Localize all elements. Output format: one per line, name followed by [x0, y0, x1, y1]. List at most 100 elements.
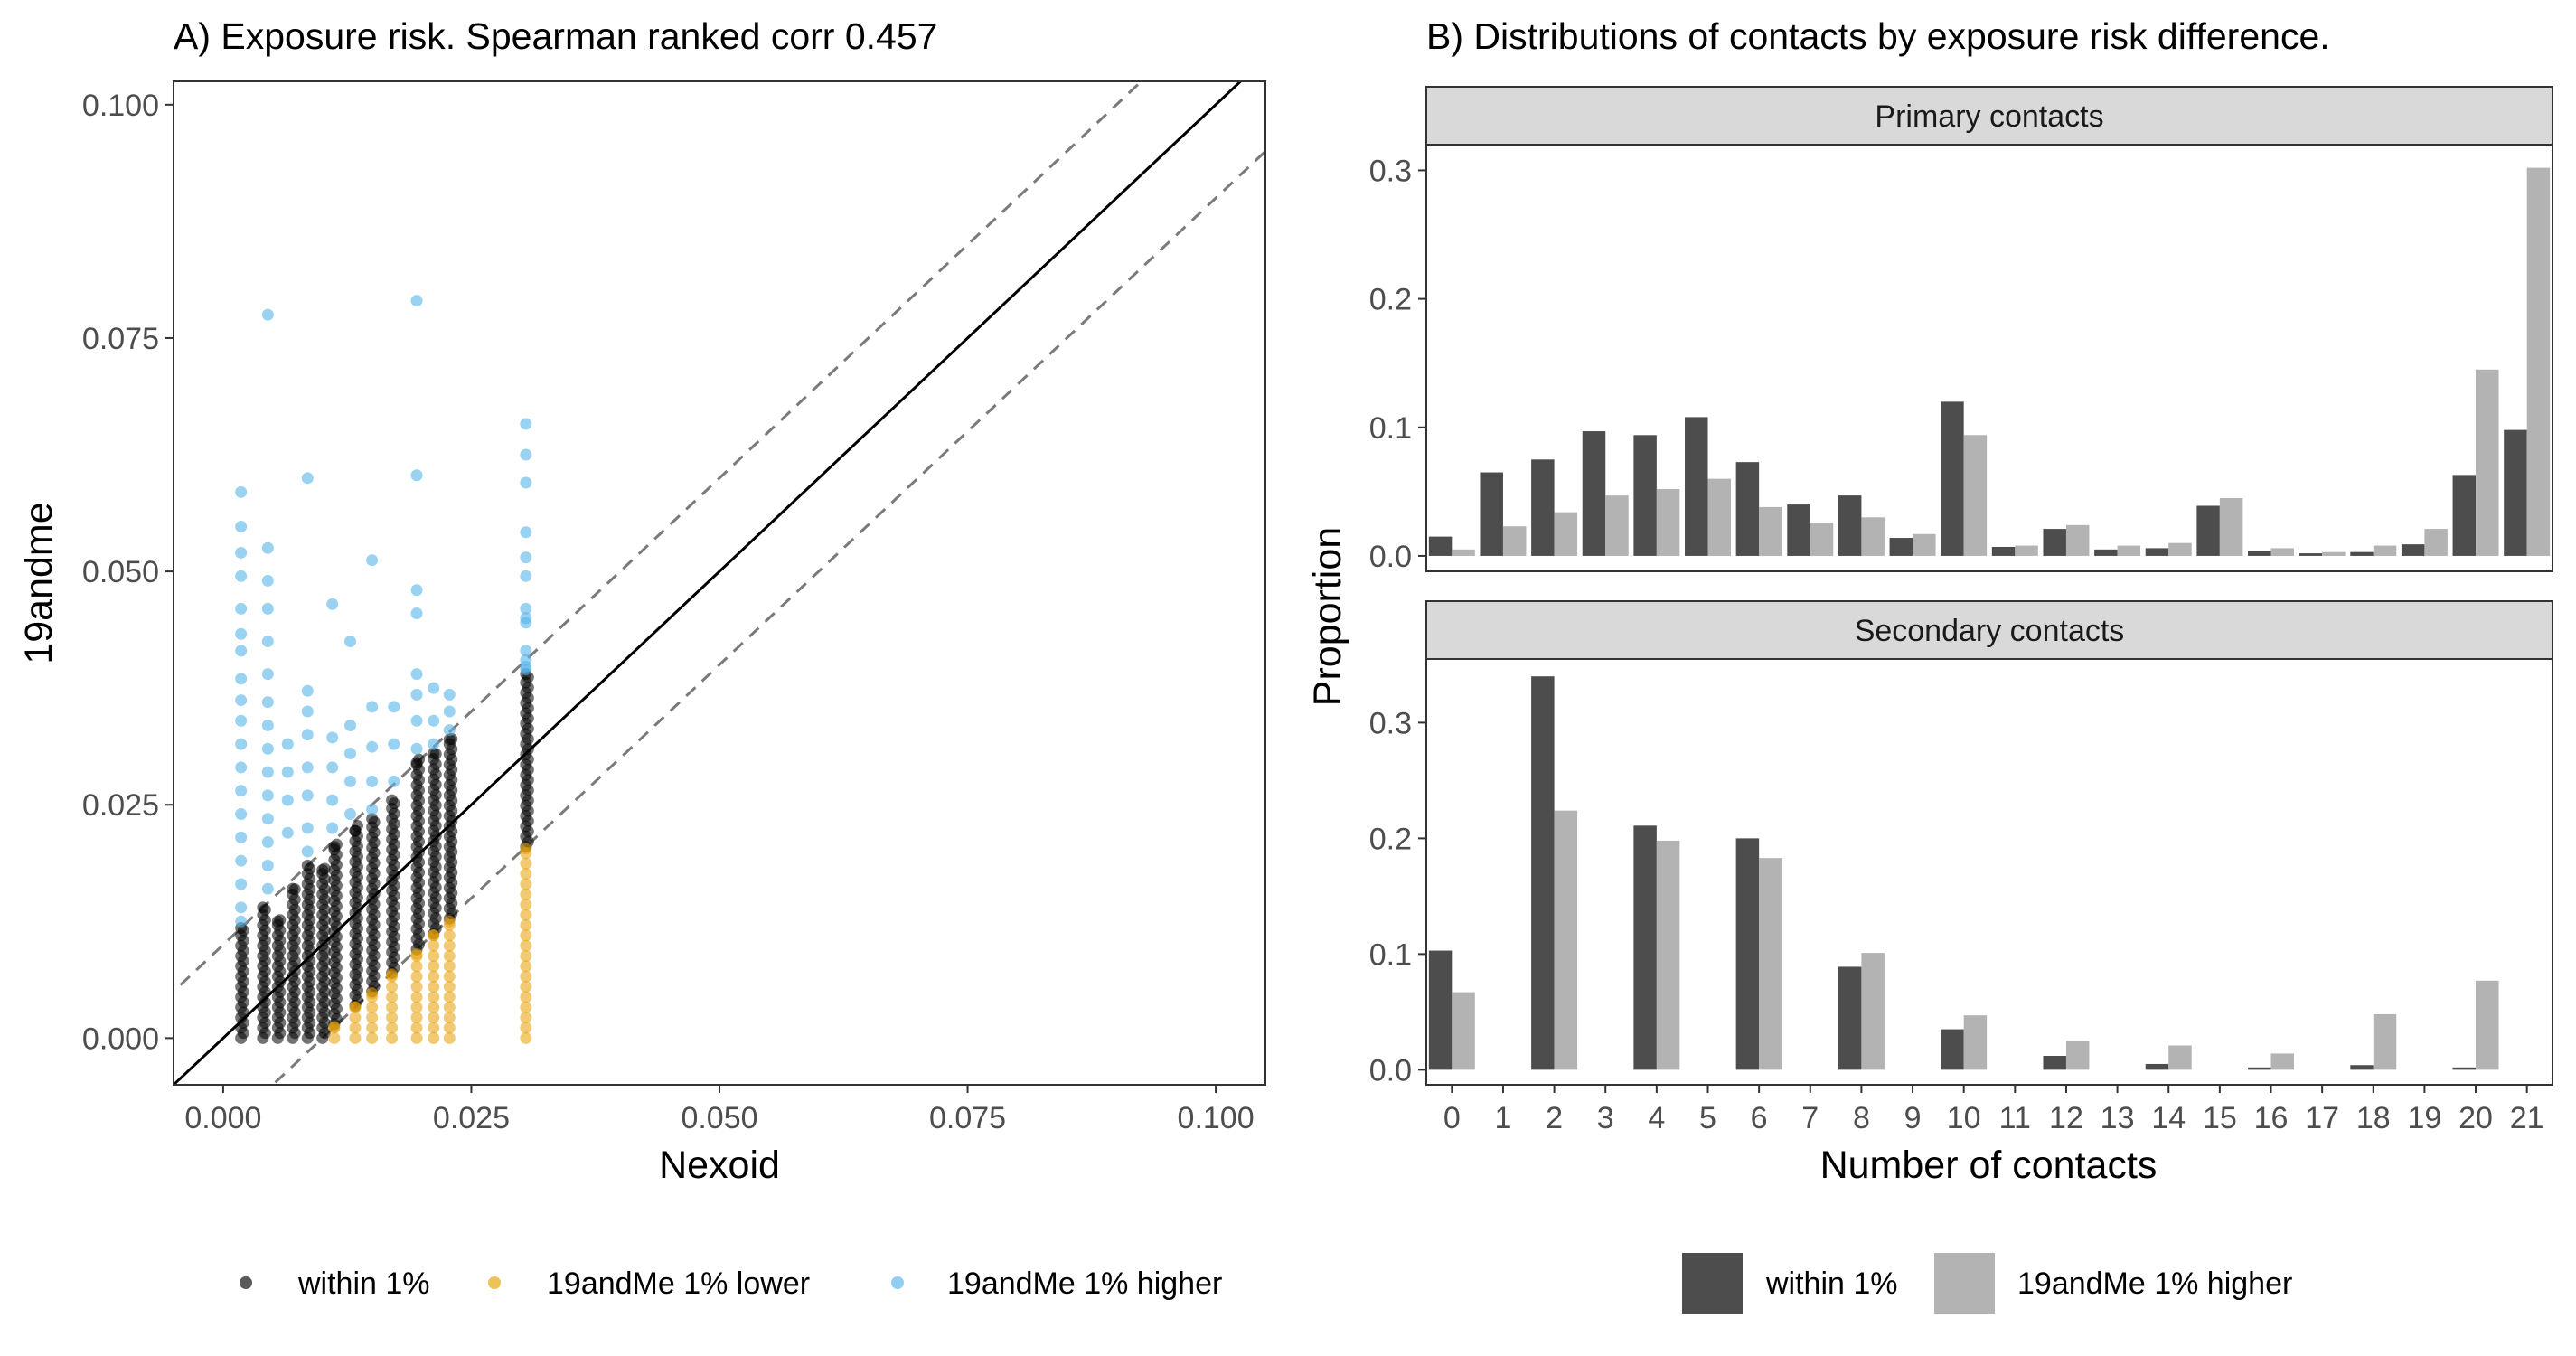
data-point: [443, 724, 456, 737]
data-point: [520, 664, 532, 676]
data-point: [301, 472, 314, 485]
legend-key: [891, 1276, 904, 1289]
data-point: [235, 645, 248, 657]
data-point: [301, 845, 314, 858]
data-point: [428, 1001, 440, 1013]
x-tick-label: 0.000: [184, 1101, 261, 1135]
bar: [2504, 429, 2527, 556]
data-point: [281, 794, 294, 806]
data-point: [366, 554, 379, 567]
bar: [2401, 544, 2425, 556]
data-point: [443, 915, 456, 928]
bar: [1452, 549, 1475, 556]
bar: [2526, 167, 2551, 556]
identity-line: [174, 81, 1243, 1085]
data-point: [520, 617, 532, 629]
data-point: [520, 991, 532, 1003]
data-point: [388, 738, 400, 750]
bars: [1428, 676, 2499, 1070]
data-point: [443, 733, 456, 746]
data-point: [301, 859, 314, 871]
data-point: [301, 729, 314, 741]
data-point: [261, 882, 274, 895]
data-point: [520, 878, 532, 890]
data-point: [428, 991, 440, 1003]
data-point: [443, 939, 456, 952]
x-tick-label: 1: [1494, 1101, 1511, 1135]
data-point: [520, 960, 532, 973]
data-point: [343, 636, 356, 648]
data-point: [349, 1012, 362, 1024]
data-point: [520, 418, 532, 430]
bar: [1480, 472, 1503, 556]
y-tick-label: 0.3: [1369, 706, 1412, 740]
bar: [1685, 417, 1708, 556]
data-point: [366, 803, 379, 815]
x-tick-label: 18: [2356, 1101, 2391, 1135]
data-point: [261, 696, 274, 709]
data-point: [520, 476, 532, 489]
bar: [2373, 545, 2397, 556]
x-tick-label: 8: [1853, 1101, 1870, 1135]
x-tick-label: 0.050: [681, 1101, 757, 1135]
data-point: [261, 636, 274, 648]
facet-border: [1425, 658, 2553, 1086]
data-point: [428, 929, 440, 942]
data-point: [349, 1031, 362, 1044]
data-point: [410, 688, 423, 701]
data-point: [326, 598, 339, 610]
y-tick-label: 0.0: [1369, 540, 1412, 574]
data-point: [443, 981, 456, 993]
data-point: [410, 970, 423, 983]
data-point: [443, 991, 456, 1003]
x-tick-label: 0.100: [1178, 1101, 1255, 1135]
x-tick-label: 17: [2305, 1101, 2339, 1135]
data-point: [410, 742, 423, 755]
data-point: [257, 901, 269, 914]
data-point: [261, 668, 274, 681]
data-point: [520, 448, 532, 461]
data-point: [316, 864, 329, 877]
data-point: [428, 950, 440, 963]
data-point: [386, 968, 399, 981]
y-tick-label: 0.1: [1369, 411, 1412, 446]
data-point: [520, 981, 532, 993]
data-point: [443, 1012, 456, 1024]
bar: [2248, 551, 2271, 556]
bar-legend: within 1% 19andMe 1% higher: [1682, 1253, 2292, 1314]
data-point: [520, 645, 532, 657]
bar: [1735, 462, 1760, 556]
data-point: [349, 1022, 362, 1034]
data-point: [261, 602, 274, 615]
x-tick-label: 13: [2101, 1101, 2135, 1135]
data-point: [410, 1022, 423, 1034]
x-tick-label: 21: [2510, 1101, 2544, 1135]
data-point: [410, 981, 423, 993]
data-point: [410, 947, 423, 960]
bar: [2196, 505, 2220, 556]
data-point: [520, 868, 532, 880]
legend-item: within 1%: [1682, 1253, 1898, 1314]
data-point: [235, 878, 248, 890]
data-point: [386, 981, 399, 993]
data-point: [328, 1021, 341, 1033]
data-point: [388, 775, 400, 787]
bar: [1913, 533, 1936, 556]
data-point: [328, 1031, 341, 1044]
bar-x-axis: 0 1 2 3 4 5 6 7 8 9 10 11 12 13 14 15 16 17 18 19 20 21: [1443, 1085, 2544, 1135]
data-point: [349, 824, 362, 837]
facet-strip-label: Secondary contacts: [1855, 614, 2125, 648]
data-point: [443, 1001, 456, 1013]
bar: [2168, 542, 2192, 556]
y-tick-label: 0.050: [82, 555, 159, 589]
bar-panel: B) Distributions of contacts by exposure…: [1306, 15, 2553, 1314]
data-point: [235, 570, 248, 582]
y-tick-label: 0.000: [82, 1022, 159, 1056]
data-point: [428, 970, 440, 983]
bar: [2094, 549, 2118, 556]
bar: [1810, 522, 1834, 556]
facet-strip-label: Primary contacts: [1875, 99, 2103, 134]
data-point: [366, 1022, 379, 1034]
data-point: [235, 901, 248, 914]
